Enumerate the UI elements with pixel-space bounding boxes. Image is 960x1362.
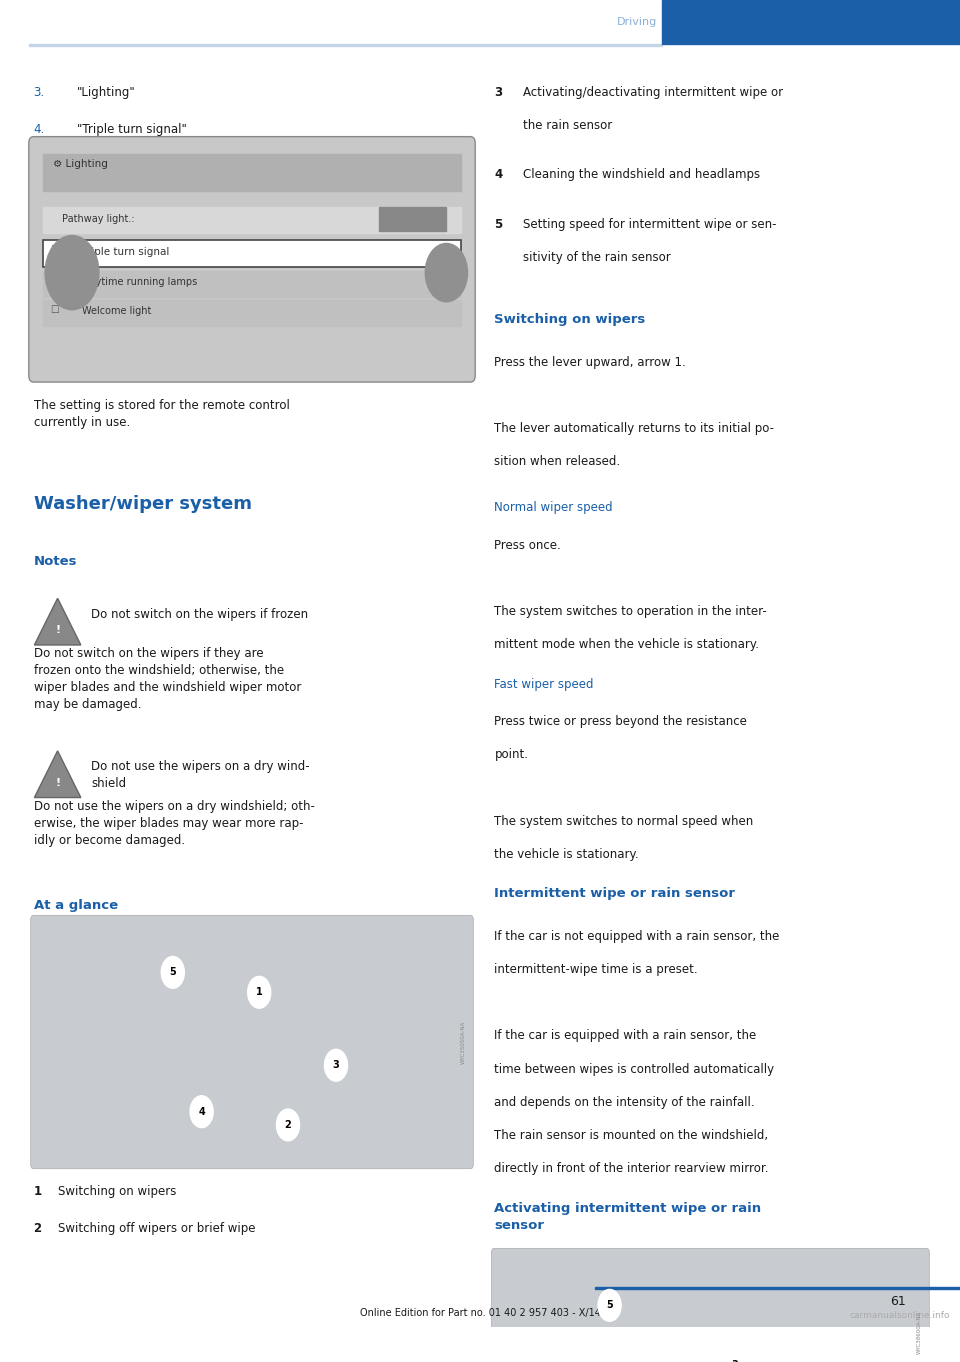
- Text: carmanualsonline.info: carmanualsonline.info: [850, 1312, 950, 1320]
- Text: Controls: Controls: [683, 15, 738, 29]
- Text: 3: 3: [332, 1060, 340, 1071]
- Text: 3: 3: [494, 86, 502, 99]
- Text: 1: 1: [34, 1185, 41, 1197]
- Text: directly in front of the interior rearview mirror.: directly in front of the interior rearvi…: [494, 1162, 769, 1175]
- Text: 5: 5: [169, 967, 177, 978]
- Text: The lever automatically returns to its initial po-: The lever automatically returns to its i…: [494, 422, 775, 434]
- Text: ☐: ☐: [50, 276, 59, 286]
- Polygon shape: [35, 598, 81, 646]
- Text: Cleaning the windshield and headlamps: Cleaning the windshield and headlamps: [523, 169, 760, 181]
- Text: Press the lever upward, arrow 1.: Press the lever upward, arrow 1.: [494, 355, 686, 369]
- Text: Do not switch on the wipers if frozen: Do not switch on the wipers if frozen: [91, 607, 308, 621]
- Text: 4.: 4.: [34, 124, 45, 136]
- Text: Intermittent wipe or rain sensor: Intermittent wipe or rain sensor: [494, 888, 735, 900]
- Text: Switching off wipers or brief wipe: Switching off wipers or brief wipe: [58, 1222, 255, 1235]
- Text: mittent mode when the vehicle is stationary.: mittent mode when the vehicle is station…: [494, 637, 759, 651]
- Text: !: !: [55, 778, 60, 789]
- Text: The setting is stored for the remote control
currently in use.: The setting is stored for the remote con…: [34, 399, 290, 429]
- Text: ☐: ☐: [50, 305, 59, 315]
- Text: Activating intermittent wipe or rain
sensor: Activating intermittent wipe or rain sen…: [494, 1201, 761, 1231]
- Circle shape: [723, 1350, 746, 1362]
- Text: The system switches to operation in the inter-: The system switches to operation in the …: [494, 605, 767, 618]
- Text: Driving: Driving: [617, 16, 658, 27]
- Circle shape: [324, 1049, 348, 1081]
- Text: WYC38600A-NA: WYC38600A-NA: [917, 1310, 922, 1354]
- FancyBboxPatch shape: [492, 1249, 929, 1362]
- Text: Setting speed for intermittent wipe or sen-: Setting speed for intermittent wipe or s…: [523, 218, 777, 230]
- Bar: [43, 300, 461, 327]
- Bar: [43, 271, 461, 297]
- Circle shape: [598, 1290, 621, 1321]
- Circle shape: [45, 236, 99, 309]
- Text: 1: 1: [255, 987, 263, 997]
- Circle shape: [276, 1109, 300, 1141]
- Text: 2: 2: [284, 1120, 292, 1130]
- Text: 0 s: 0 s: [389, 214, 403, 223]
- Text: Notes: Notes: [34, 554, 77, 568]
- Bar: [43, 240, 461, 267]
- Text: the vehicle is stationary.: the vehicle is stationary.: [494, 847, 639, 861]
- Text: "Lighting": "Lighting": [77, 86, 135, 99]
- Text: 5: 5: [494, 218, 503, 230]
- Text: ⚙ Lighting: ⚙ Lighting: [53, 159, 108, 169]
- Text: Activating/deactivating intermittent wipe or: Activating/deactivating intermittent wip…: [523, 86, 783, 99]
- Text: Do not use the wipers on a dry wind-
shield: Do not use the wipers on a dry wind- shi…: [91, 760, 310, 790]
- Text: The rain sensor is mounted on the windshield,: The rain sensor is mounted on the windsh…: [494, 1129, 769, 1141]
- Text: Normal wiper speed: Normal wiper speed: [494, 501, 613, 515]
- Text: Press once.: Press once.: [494, 538, 562, 552]
- Text: and depends on the intensity of the rainfall.: and depends on the intensity of the rain…: [494, 1096, 755, 1109]
- Text: sitivity of the rain sensor: sitivity of the rain sensor: [523, 251, 671, 264]
- Bar: [43, 154, 461, 191]
- FancyBboxPatch shape: [31, 915, 473, 1169]
- Text: Welcome light: Welcome light: [82, 306, 151, 316]
- Text: sition when released.: sition when released.: [494, 455, 620, 469]
- Text: Switching on wipers: Switching on wipers: [494, 313, 646, 326]
- Circle shape: [190, 1096, 213, 1128]
- Text: +: +: [442, 262, 451, 271]
- Text: Press twice or press beyond the resistance: Press twice or press beyond the resistan…: [494, 715, 747, 729]
- Text: Online Edition for Part no. 01 40 2 957 403 - X/14: Online Edition for Part no. 01 40 2 957 …: [360, 1308, 600, 1318]
- Text: Pathway light.:: Pathway light.:: [62, 214, 135, 223]
- Text: 61: 61: [890, 1295, 905, 1308]
- Bar: [595, 1287, 960, 1290]
- Text: ☑: ☑: [50, 245, 60, 256]
- Bar: [29, 44, 662, 46]
- Circle shape: [425, 244, 468, 302]
- Text: Fast wiper speed: Fast wiper speed: [494, 678, 594, 691]
- Bar: [662, 0, 960, 44]
- Text: !: !: [55, 625, 60, 636]
- Text: Do not use the wipers on a dry windshield; oth-
erwise, the wiper blades may wea: Do not use the wipers on a dry windshiel…: [34, 799, 315, 847]
- Text: The system switches to normal speed when: The system switches to normal speed when: [494, 814, 754, 828]
- Text: 4: 4: [198, 1107, 205, 1117]
- Text: the rain sensor: the rain sensor: [523, 120, 612, 132]
- Text: If the car is equipped with a rain sensor, the: If the car is equipped with a rain senso…: [494, 1030, 756, 1042]
- Text: 5: 5: [606, 1301, 613, 1310]
- Text: "Triple turn signal": "Triple turn signal": [77, 124, 186, 136]
- Text: Switching on wipers: Switching on wipers: [58, 1185, 176, 1197]
- Circle shape: [161, 956, 184, 989]
- Bar: [43, 207, 461, 233]
- Text: intermittent-wipe time is a preset.: intermittent-wipe time is a preset.: [494, 963, 698, 977]
- FancyBboxPatch shape: [29, 136, 475, 383]
- Text: point.: point.: [494, 748, 528, 761]
- Text: At a glance: At a glance: [34, 899, 118, 913]
- Text: Daytime running lamps: Daytime running lamps: [82, 278, 197, 287]
- Circle shape: [248, 977, 271, 1008]
- Bar: [379, 207, 446, 230]
- Text: time between wipes is controlled automatically: time between wipes is controlled automat…: [494, 1062, 775, 1076]
- Text: 3: 3: [731, 1361, 738, 1362]
- Text: If the car is not equipped with a rain sensor, the: If the car is not equipped with a rain s…: [494, 930, 780, 943]
- Text: 3.: 3.: [34, 86, 45, 99]
- Text: Triple turn signal: Triple turn signal: [82, 247, 169, 257]
- Text: Washer/wiper system: Washer/wiper system: [34, 494, 252, 513]
- Polygon shape: [35, 750, 81, 798]
- Text: 4: 4: [494, 169, 503, 181]
- Text: WYC35050A-NA: WYC35050A-NA: [461, 1020, 466, 1064]
- Text: Do not switch on the wipers if they are
frozen onto the windshield; otherwise, t: Do not switch on the wipers if they are …: [34, 647, 301, 711]
- Text: 2: 2: [34, 1222, 41, 1235]
